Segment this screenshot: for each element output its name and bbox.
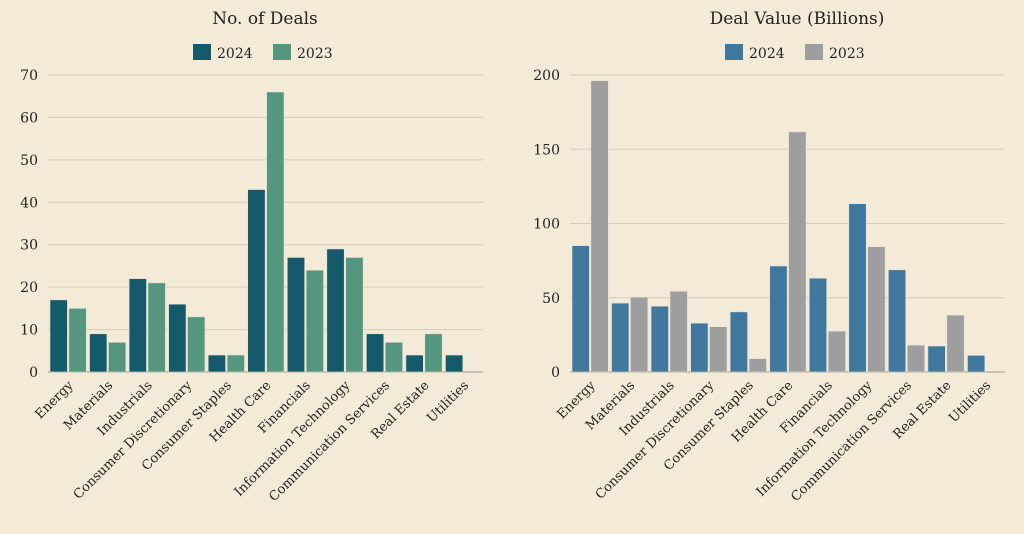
legend-label-2023: 2023 [829, 46, 865, 62]
bar-2024-consumer-discretionary [168, 303, 187, 373]
y-tick-label: 60 [20, 110, 38, 126]
bar-2024-consumer-staples [207, 354, 226, 373]
bar-2023-real-estate [946, 314, 965, 373]
bar-2023-consumer-staples [748, 358, 767, 373]
bar-2023-financials [827, 330, 846, 373]
bar-2024-industrials [650, 305, 669, 373]
legend-label-2023: 2023 [297, 46, 333, 62]
bar-2024-industrials [128, 278, 147, 373]
bar-2023-financials [305, 269, 324, 373]
bar-2023-consumer-discretionary [709, 326, 728, 373]
bar-2024-communication-services [888, 269, 907, 373]
bar-2024-materials [611, 302, 630, 373]
chart-1: Deal Value (Billions) 2024 2023 0 50 100 150 20… [533, 9, 1005, 505]
bar-2023-health-care [266, 91, 285, 373]
legend-swatch-2023 [805, 44, 823, 60]
y-tick-label: 30 [20, 238, 38, 254]
legend-label-2024: 2024 [749, 46, 785, 62]
y-tick-label: 150 [533, 142, 560, 158]
bar-2024-health-care [247, 189, 266, 373]
bar-2024-consumer-discretionary [690, 322, 709, 373]
chart-title: No. of Deals [212, 9, 318, 29]
bar-2023-communication-services [906, 344, 925, 373]
y-tick-label: 40 [20, 195, 38, 211]
bar-2023-industrials [147, 282, 166, 373]
bar-2024-financials [808, 277, 827, 373]
bar-2024-information-technology [326, 248, 345, 373]
bar-2023-energy [590, 80, 609, 373]
bar-2023-consumer-discretionary [187, 316, 206, 373]
legend-swatch-2024 [725, 44, 743, 60]
y-tick-label: 20 [20, 280, 38, 296]
bar-2024-health-care [769, 265, 788, 373]
bar-2024-utilities [967, 355, 986, 373]
bar-2023-information-technology [345, 257, 364, 373]
y-tick-label: 200 [533, 68, 560, 84]
legend-label-2024: 2024 [217, 46, 253, 62]
chart-title: Deal Value (Billions) [710, 9, 885, 29]
bar-2024-financials [286, 257, 305, 373]
y-tick-label: 50 [542, 291, 560, 307]
bar-2023-materials [108, 341, 127, 373]
bar-2024-communication-services [366, 333, 385, 373]
bar-2024-energy [571, 245, 590, 373]
y-tick-label: 50 [20, 153, 38, 169]
bar-2023-consumer-staples [226, 354, 245, 373]
y-tick-label: 0 [551, 365, 560, 381]
legend-swatch-2024 [193, 44, 211, 60]
bar-2023-industrials [669, 290, 688, 373]
y-tick-label: 70 [20, 68, 38, 84]
bar-2024-energy [49, 299, 68, 373]
y-tick-label: 10 [20, 323, 38, 339]
x-tick-label: Utilities [946, 378, 994, 426]
y-tick-label: 0 [29, 365, 38, 381]
bar-2024-utilities [445, 354, 464, 373]
bar-2023-health-care [788, 131, 807, 373]
bar-2023-information-technology [867, 246, 886, 373]
bar-2024-information-technology [848, 203, 867, 373]
bar-2023-communication-services [384, 341, 403, 373]
bar-2023-energy [68, 308, 87, 373]
legend-swatch-2023 [273, 44, 291, 60]
bar-2024-real-estate [927, 345, 946, 373]
bar-2024-real-estate [405, 354, 424, 373]
bar-2023-real-estate [424, 333, 443, 373]
bar-2024-materials [89, 333, 108, 373]
bar-2024-consumer-staples [729, 311, 748, 373]
y-tick-label: 100 [533, 217, 560, 233]
x-tick-label: Utilities [424, 378, 472, 426]
bar-2023-materials [630, 296, 649, 373]
